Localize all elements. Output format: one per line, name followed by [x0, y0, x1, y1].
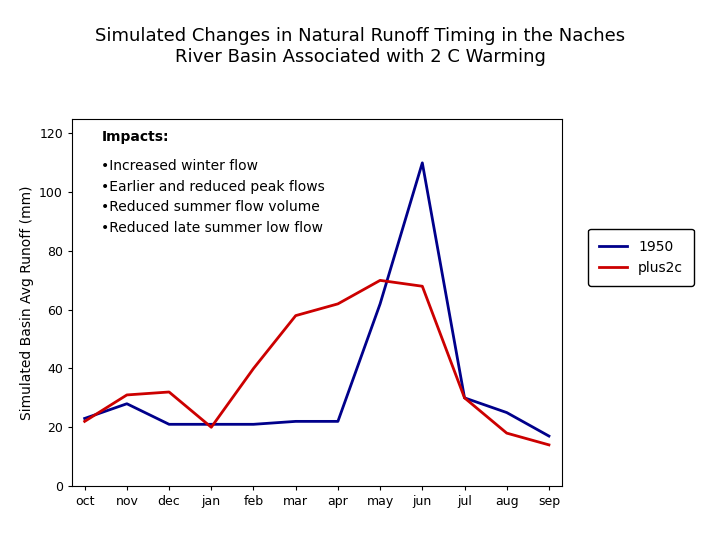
1950: [333, 418, 342, 424]
plus2c: [165, 389, 174, 395]
plus2c: [460, 395, 469, 401]
1950: [460, 395, 469, 401]
1950: [249, 421, 258, 428]
1950: [207, 421, 215, 428]
plus2c: [376, 277, 384, 284]
Legend: 1950, plus2c: 1950, plus2c: [588, 228, 694, 286]
Text: •Increased winter flow
•Earlier and reduced peak flows
•Reduced summer flow volu: •Increased winter flow •Earlier and redu…: [102, 159, 325, 235]
plus2c: [333, 301, 342, 307]
1950: [81, 415, 89, 422]
1950: [503, 409, 511, 416]
plus2c: [503, 430, 511, 436]
1950: [376, 301, 384, 307]
Text: Impacts:: Impacts:: [102, 130, 169, 144]
plus2c: [544, 442, 553, 448]
Y-axis label: Simulated Basin Avg Runoff (mm): Simulated Basin Avg Runoff (mm): [19, 185, 34, 420]
1950: [122, 401, 131, 407]
1950: [544, 433, 553, 440]
plus2c: [122, 392, 131, 398]
plus2c: [292, 312, 300, 319]
plus2c: [207, 424, 215, 430]
Text: Simulated Changes in Natural Runoff Timing in the Naches
River Basin Associated : Simulated Changes in Natural Runoff Timi…: [95, 27, 625, 66]
plus2c: [418, 283, 427, 289]
plus2c: [81, 418, 89, 424]
Line: 1950: 1950: [85, 163, 549, 436]
1950: [292, 418, 300, 424]
plus2c: [249, 365, 258, 372]
1950: [418, 160, 427, 166]
1950: [165, 421, 174, 428]
Line: plus2c: plus2c: [85, 280, 549, 445]
